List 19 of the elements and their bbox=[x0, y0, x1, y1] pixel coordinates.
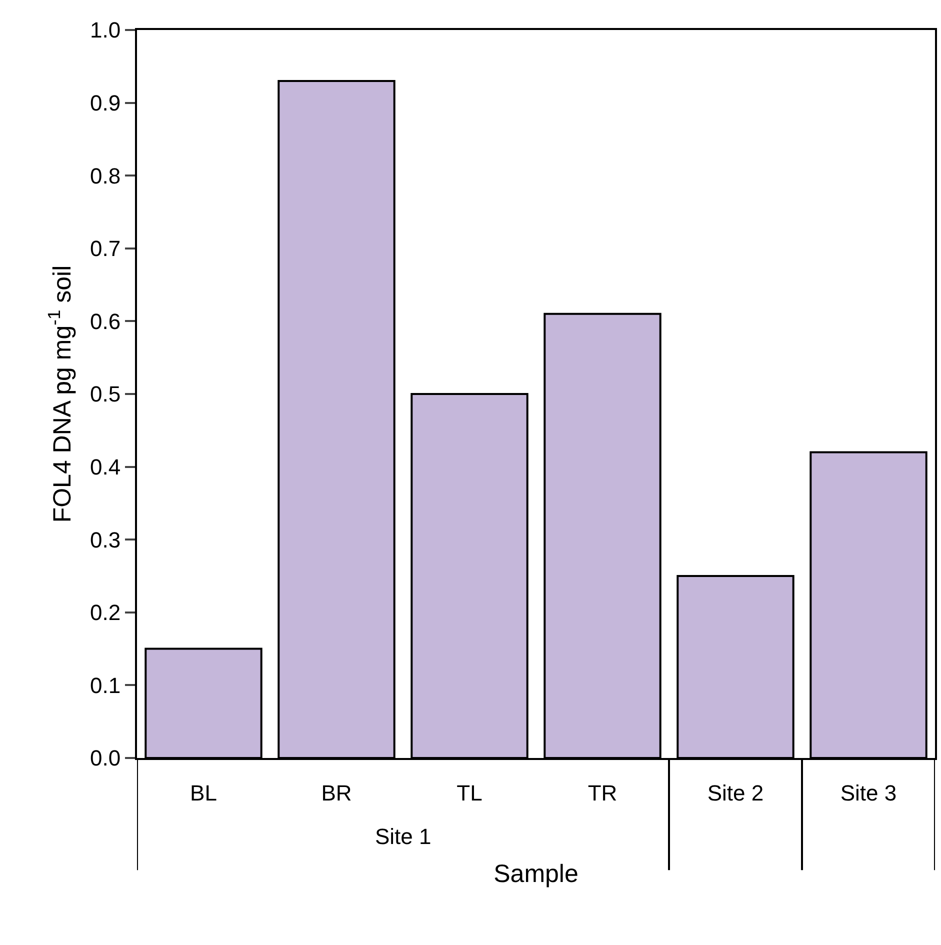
y-tick-label: 0.3 bbox=[90, 527, 121, 552]
y-tick-label: 0.0 bbox=[90, 746, 121, 771]
x-tick-label: BL bbox=[190, 780, 217, 806]
y-tick-label: 1.0 bbox=[90, 18, 121, 43]
x-tick-label: BR bbox=[321, 780, 352, 806]
y-tick-label: 0.1 bbox=[90, 672, 121, 698]
y-tick-label: 0.9 bbox=[90, 90, 121, 116]
x-tick-label: TR bbox=[588, 780, 618, 806]
x-tick-label: Site 2 bbox=[707, 780, 764, 806]
y-tick-label: 0.8 bbox=[90, 163, 121, 188]
y-tick-label: 0.4 bbox=[90, 454, 121, 480]
y-tick-label: 0.6 bbox=[90, 308, 121, 334]
text: Site 1 bbox=[375, 824, 432, 849]
x-axis-title: Sample bbox=[494, 860, 578, 888]
y-tick-label: 0.7 bbox=[90, 236, 121, 262]
y-tick-label: 0.5 bbox=[90, 382, 121, 407]
x-tick-label: TL bbox=[456, 780, 482, 806]
x-tick-label: Site 3 bbox=[840, 780, 897, 806]
y-tick-label: 0.2 bbox=[90, 600, 121, 626]
